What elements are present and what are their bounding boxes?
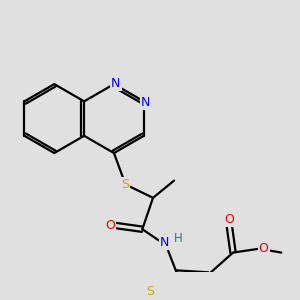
- Text: S: S: [122, 178, 130, 191]
- Text: N: N: [160, 236, 169, 249]
- Text: N: N: [141, 96, 150, 109]
- Text: H: H: [174, 232, 183, 245]
- Text: O: O: [105, 219, 115, 232]
- Text: O: O: [224, 213, 234, 226]
- Text: N: N: [111, 77, 121, 90]
- Text: S: S: [146, 285, 154, 298]
- Text: O: O: [259, 242, 269, 255]
